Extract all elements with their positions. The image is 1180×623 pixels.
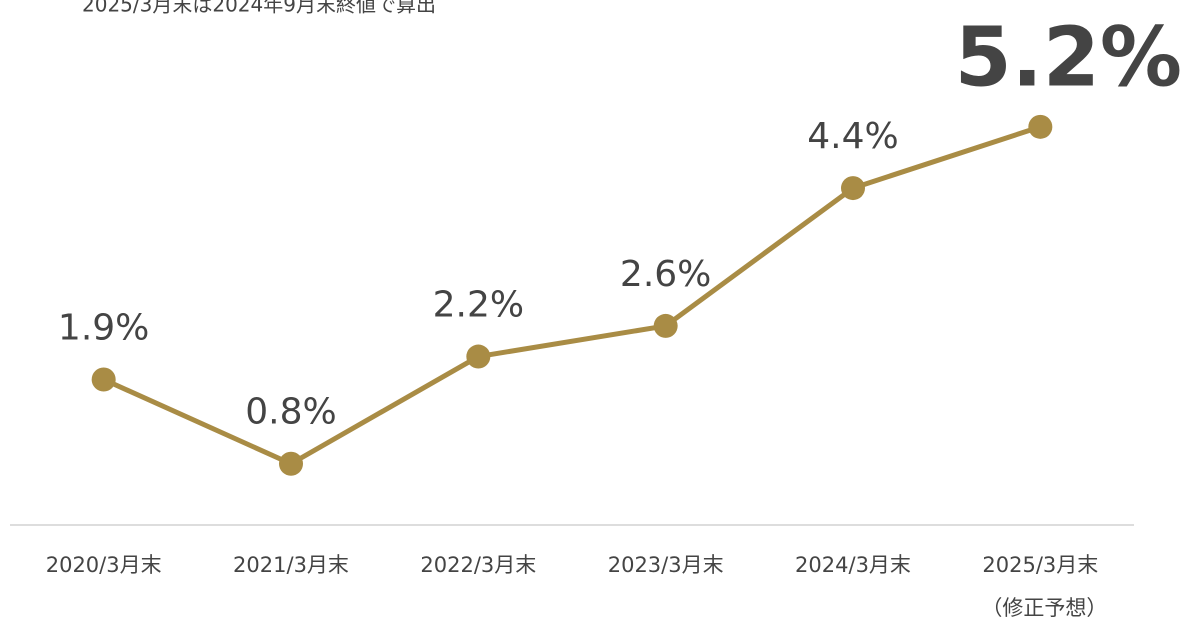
chart-note: 2025/3月末は2024年9月末終値で算出 xyxy=(82,0,436,17)
x-tick-label: 2022/3月末 xyxy=(420,553,536,577)
line xyxy=(102,124,1042,467)
value-label: 4.4% xyxy=(807,116,898,157)
point xyxy=(279,451,303,476)
point xyxy=(91,367,116,392)
x-tick-label: 2021/3月末 xyxy=(233,553,349,577)
point xyxy=(841,176,865,201)
x-tick-label: 2020/3月末 xyxy=(46,553,162,577)
x-tick-label: 2025/3月末 xyxy=(982,553,1098,577)
x-tick-label: 2023/3月末 xyxy=(608,553,724,577)
value-label: 2.2% xyxy=(433,285,524,326)
x-tick-label: 2024/3月末 xyxy=(795,553,911,577)
value-label: 1.9% xyxy=(58,308,149,349)
point xyxy=(653,313,678,338)
value-label: 0.8% xyxy=(245,392,336,433)
point xyxy=(466,344,491,369)
x-sublabel: （修正予想） xyxy=(981,596,1107,620)
value-label: 2.6% xyxy=(620,254,711,295)
value-label: 5.2% xyxy=(955,10,1180,105)
point xyxy=(1028,114,1053,139)
